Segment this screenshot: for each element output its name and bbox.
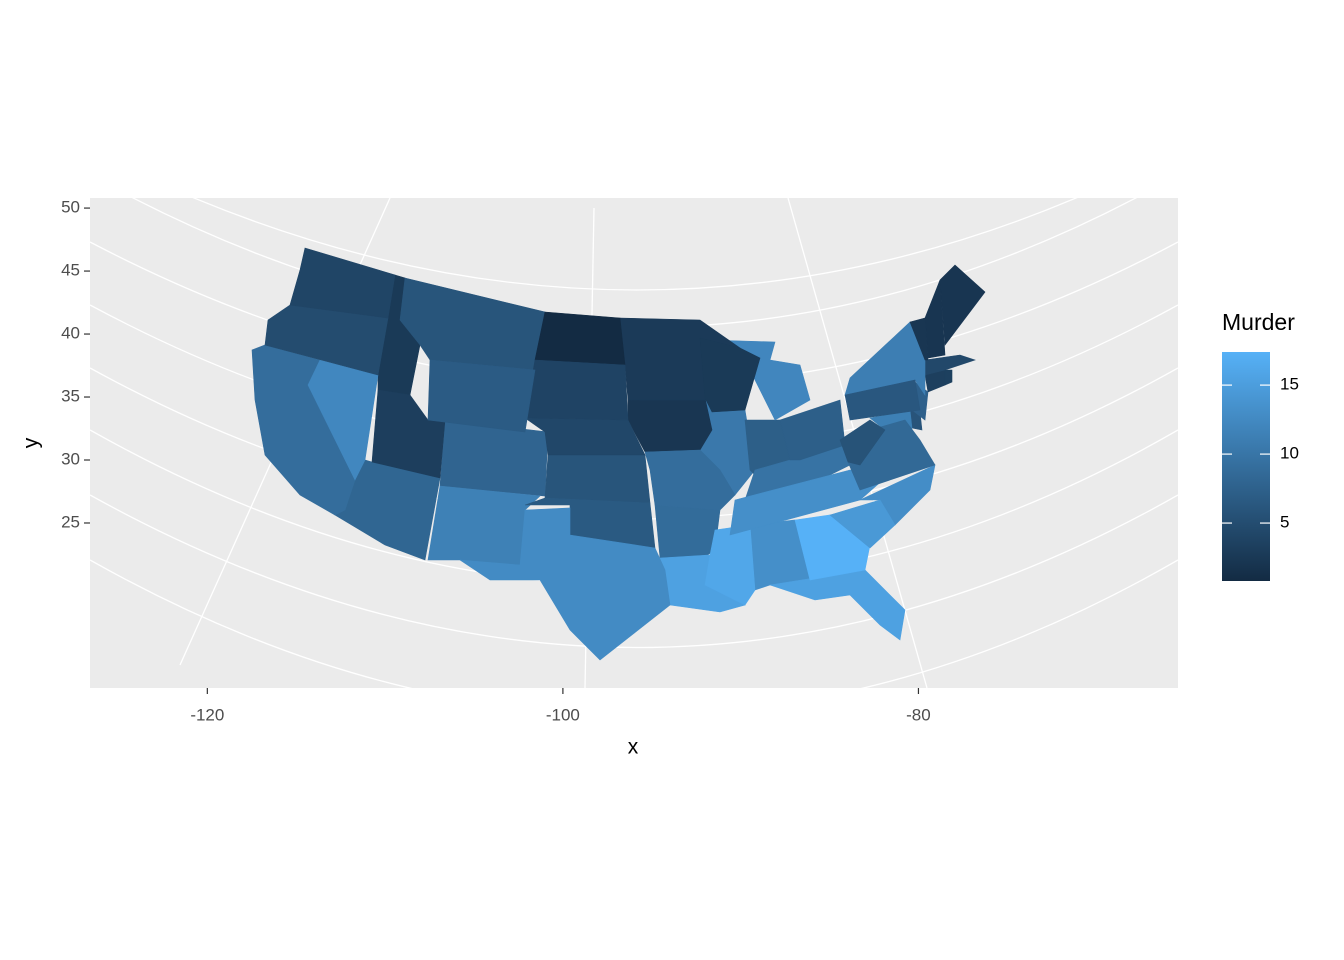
- colorbar: [1222, 352, 1270, 581]
- x-tick-label: -100: [546, 705, 580, 724]
- state: [839, 419, 886, 466]
- y-tick-label: 25: [61, 512, 80, 531]
- x-axis-title: x: [628, 736, 639, 759]
- y-tick-label: 45: [61, 261, 80, 280]
- state: [769, 569, 906, 641]
- state: [644, 449, 736, 511]
- state: [909, 317, 929, 361]
- state: [439, 419, 549, 497]
- x-tick-label: -120: [190, 705, 224, 724]
- state: [939, 264, 986, 346]
- legend-tick-label: 15: [1280, 375, 1299, 394]
- states: [251, 247, 986, 661]
- state: [459, 507, 671, 661]
- state: [534, 311, 626, 366]
- legend-title: Murder: [1222, 309, 1295, 335]
- x-tick-label: -80: [906, 705, 931, 724]
- state: [627, 397, 713, 453]
- y-axis-title: y: [20, 437, 43, 448]
- state: [859, 464, 936, 526]
- state: [654, 504, 721, 561]
- state: [524, 359, 629, 421]
- legend-tick-label: 5: [1280, 513, 1289, 532]
- state: [544, 454, 651, 504]
- y-tick-label: 50: [61, 198, 80, 217]
- state: [289, 247, 396, 319]
- state: [829, 499, 896, 549]
- state: [699, 337, 761, 413]
- y-tick-label: 35: [61, 387, 80, 406]
- state: [944, 369, 953, 386]
- state: [844, 379, 921, 421]
- y-tick-label: 30: [61, 449, 80, 468]
- y-tick-label: 40: [61, 324, 80, 343]
- state: [779, 399, 846, 461]
- legend-tick-label: 10: [1280, 444, 1299, 463]
- state: [427, 359, 536, 433]
